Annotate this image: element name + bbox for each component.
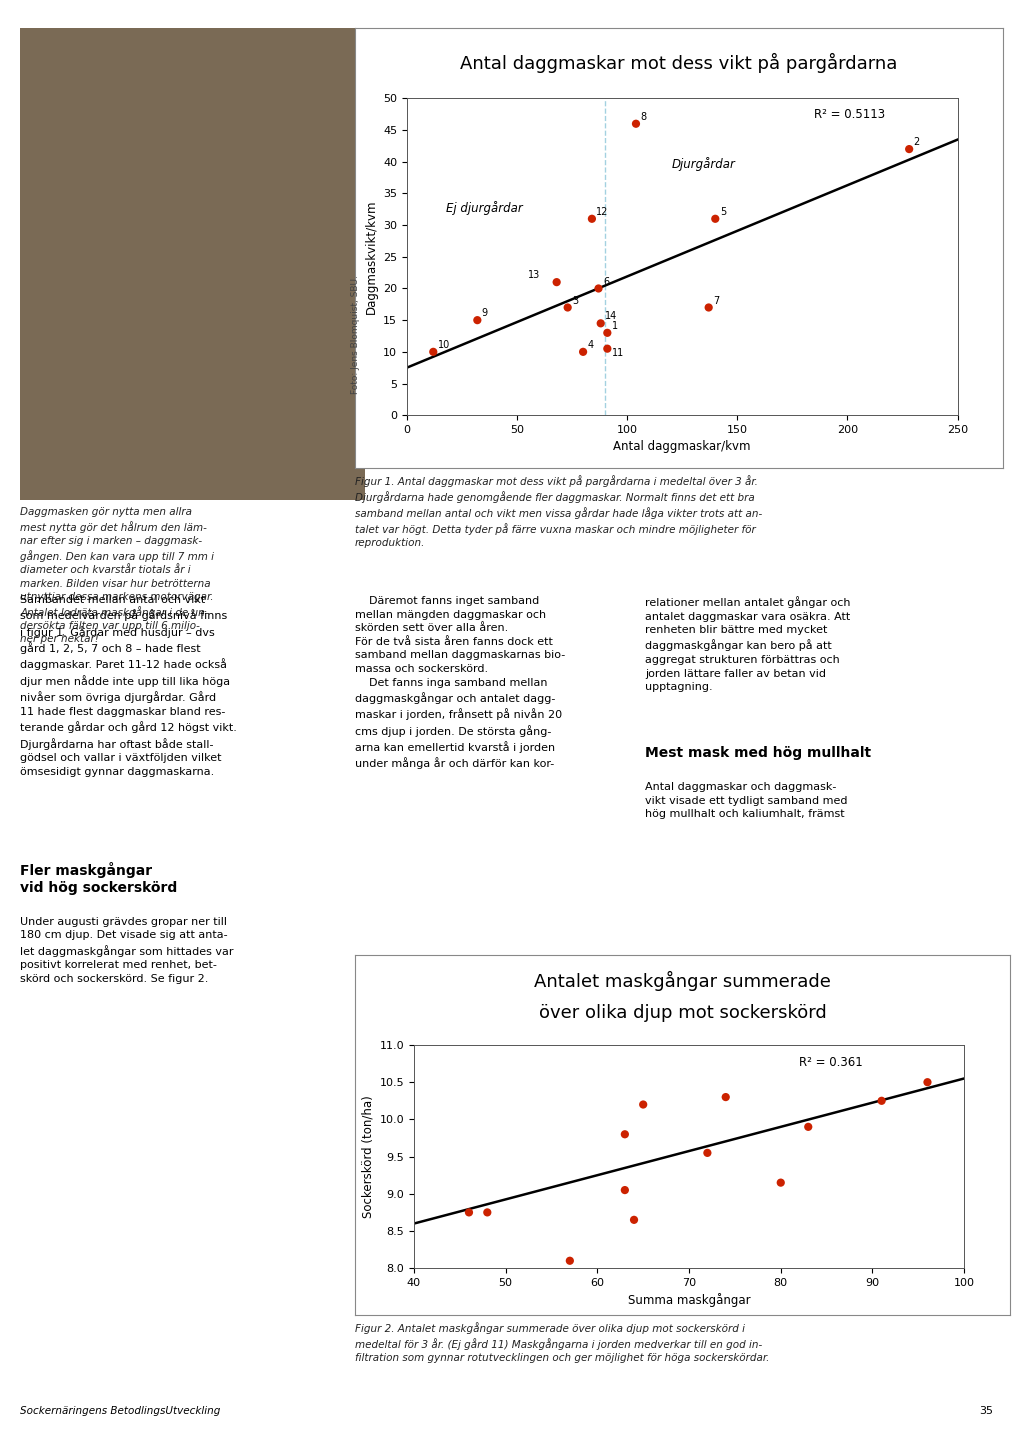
Point [873, 1090, 890, 1113]
Text: Sockernäringens BetodlingsUtveckling: Sockernäringens BetodlingsUtveckling [20, 1406, 221, 1416]
Text: 7: 7 [713, 296, 719, 306]
Point [699, 1142, 716, 1165]
Point [626, 1208, 642, 1231]
Text: 9: 9 [481, 308, 487, 318]
Point [425, 341, 441, 364]
Point [549, 270, 565, 293]
Point [599, 336, 615, 360]
Point [584, 207, 600, 230]
Text: 11: 11 [611, 348, 624, 358]
Text: Mest mask med hög mullhalt: Mest mask med hög mullhalt [645, 746, 871, 761]
Point [574, 341, 591, 364]
Text: Figur 1. Antal daggmaskar mot dess vikt på pargårdarna i medeltal över 3 år.
Dju: Figur 1. Antal daggmaskar mot dess vikt … [355, 475, 762, 548]
Text: Antal daggmaskar och daggmask-
vikt visade ett tydligt samband med
hög mullhalt : Antal daggmaskar och daggmask- vikt visa… [645, 782, 848, 820]
Point [469, 309, 485, 332]
Y-axis label: Sockerskörd (ton/ha): Sockerskörd (ton/ha) [361, 1096, 374, 1218]
Text: 10: 10 [437, 339, 450, 349]
Point [616, 1123, 633, 1146]
Point [700, 296, 717, 319]
Text: Sambandet mellan antal och vikt
som medelvärden på gårdsnivå finns
i figur 1. Gå: Sambandet mellan antal och vikt som mede… [20, 595, 238, 777]
Text: 2: 2 [913, 137, 920, 147]
Text: 35: 35 [979, 1406, 993, 1416]
Text: R² = 0.361: R² = 0.361 [799, 1055, 863, 1070]
Text: 8: 8 [640, 112, 646, 122]
Point [593, 312, 609, 335]
Text: 6: 6 [603, 276, 609, 286]
Point [479, 1201, 496, 1224]
Text: relationer mellan antalet gångar och
antalet daggmaskar vara osäkra. Att
renhete: relationer mellan antalet gångar och ant… [645, 595, 851, 692]
Point [708, 207, 724, 230]
Text: Foto: Jens Blomquist, SBU.: Foto: Jens Blomquist, SBU. [351, 275, 360, 394]
Text: 4: 4 [588, 339, 594, 349]
Text: 1: 1 [611, 321, 617, 331]
Text: Antalet maskgångar summerade: Antalet maskgångar summerade [535, 971, 830, 991]
Point [901, 138, 918, 161]
Point [920, 1071, 936, 1094]
Point [718, 1086, 734, 1109]
Text: R² = 0.5113: R² = 0.5113 [814, 108, 886, 121]
Point [772, 1171, 788, 1194]
Point [561, 1250, 578, 1273]
Point [616, 1179, 633, 1202]
Text: Ej djurgårdar: Ej djurgårdar [446, 201, 523, 216]
Text: 12: 12 [596, 207, 608, 217]
Text: Fler maskgångar
vid hög sockerskörd: Fler maskgångar vid hög sockerskörd [20, 861, 178, 896]
Text: Antal daggmaskar mot dess vikt på pargårdarna: Antal daggmaskar mot dess vikt på pargår… [461, 53, 898, 73]
Text: 3: 3 [572, 296, 579, 306]
Point [599, 321, 615, 344]
Text: 14: 14 [605, 312, 617, 322]
X-axis label: Summa maskgångar: Summa maskgångar [628, 1293, 751, 1307]
Text: Figur 2. Antalet maskgångar summerade över olika djup mot sockerskörd i
medeltal: Figur 2. Antalet maskgångar summerade öv… [355, 1322, 769, 1363]
Point [461, 1201, 477, 1224]
Point [559, 296, 575, 319]
Text: Daggmasken gör nytta men allra
mest nytta gör det hålrum den läm-
nar efter sig : Daggmasken gör nytta men allra mest nytt… [20, 508, 214, 644]
Point [590, 278, 606, 301]
Text: Däremot fanns inget samband
mellan mängden daggmaskar och
skörden sett över alla: Däremot fanns inget samband mellan mängd… [355, 595, 565, 769]
Text: 13: 13 [528, 270, 541, 280]
Text: Under augusti grävdes gropar ner till
180 cm djup. Det visade sig att anta-
let : Under augusti grävdes gropar ner till 18… [20, 916, 233, 984]
X-axis label: Antal daggmaskar/kvm: Antal daggmaskar/kvm [613, 440, 751, 453]
Point [628, 112, 644, 135]
Text: Djurgårdar: Djurgårdar [671, 157, 735, 171]
Point [800, 1116, 816, 1139]
Text: över olika djup mot sockerskörd: över olika djup mot sockerskörd [539, 1004, 826, 1021]
Point [635, 1093, 651, 1116]
Text: 5: 5 [720, 207, 726, 217]
Y-axis label: Daggmaskvikt/kvm: Daggmaskvikt/kvm [365, 200, 378, 313]
